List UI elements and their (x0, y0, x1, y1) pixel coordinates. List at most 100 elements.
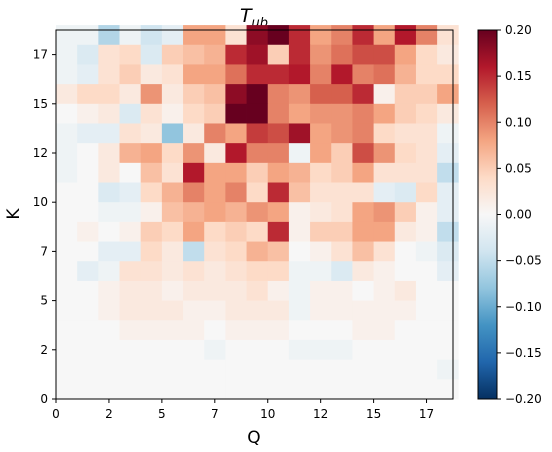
heatmap-cell (352, 261, 374, 282)
heatmap-cell (225, 339, 247, 361)
heatmap-cell (288, 241, 311, 262)
heatmap-cell (161, 359, 184, 380)
heatmap-cell (77, 64, 99, 85)
heatmap-cell (267, 300, 290, 321)
heatmap-cell (204, 221, 226, 242)
heatmap-cell (373, 339, 396, 361)
heatmap-cell (204, 261, 226, 282)
heatmap-cell (56, 280, 78, 301)
heatmap-cell (183, 202, 205, 223)
heatmap-cell (288, 25, 311, 46)
heatmap-cell (246, 221, 269, 242)
heatmap-cell (183, 162, 205, 183)
heatmap-cell (140, 182, 163, 203)
heatmap-cell (310, 261, 332, 282)
heatmap-cell (140, 44, 163, 65)
x-axis: 0 2 5 7 10 12 15 17 (52, 399, 434, 421)
x-tick-label: 17 (419, 407, 434, 421)
heatmap-cell (140, 84, 163, 105)
heatmap-cell (415, 300, 438, 321)
heatmap-cell (246, 339, 269, 361)
heatmap-cell (394, 25, 417, 46)
heatmap-cell (161, 280, 184, 301)
heatmap-cell (204, 300, 226, 321)
heatmap-cell (140, 261, 163, 282)
heatmap-cell (98, 84, 120, 105)
heatmap-cell (331, 44, 353, 65)
heatmap-cell (288, 44, 311, 65)
heatmap-cell (437, 202, 459, 223)
heatmap-cell (394, 64, 417, 85)
heatmap-cell (246, 261, 269, 282)
heatmap-cell (77, 123, 99, 144)
heatmap-cell (183, 182, 205, 203)
heatmap-cell (288, 359, 311, 380)
heatmap-cell (394, 202, 417, 223)
heatmap-cell (267, 202, 290, 223)
heatmap-cell (98, 162, 120, 183)
heatmap-cell (267, 379, 290, 400)
heatmap-cell (437, 84, 459, 105)
heatmap-cell (310, 300, 332, 321)
heatmap-cell (77, 379, 99, 400)
heatmap-cell (183, 379, 205, 400)
heatmap-cell (56, 241, 78, 262)
heatmap-cell (331, 103, 353, 124)
heatmap-cell (267, 103, 290, 124)
heatmap-cell (331, 123, 353, 144)
heatmap-cell (394, 182, 417, 203)
heatmap-cell (394, 241, 417, 262)
heatmap-cell (98, 103, 120, 124)
heatmap-cell (331, 64, 353, 85)
heatmap-cell (437, 25, 459, 46)
colorbar-axis: 0.20 0.15 0.10 0.05 0.00 −0.05 −0.10 −0.15 −0.20 (497, 23, 542, 406)
heatmap-cell (288, 221, 311, 242)
heatmap-cell (246, 379, 269, 400)
x-tick-label: 15 (366, 407, 381, 421)
heatmap-cell (56, 103, 78, 124)
heatmap-cell (373, 143, 396, 164)
heatmap-cell (98, 379, 120, 400)
colorbar-tick-label: −0.10 (505, 300, 542, 314)
heatmap-cell (415, 84, 438, 105)
heatmap-cell (246, 84, 269, 105)
heatmap-cell (56, 300, 78, 321)
heatmap-cell (246, 182, 269, 203)
x-tick-label: 7 (211, 407, 219, 421)
heatmap-cell (288, 339, 311, 361)
y-tick-label: 0 (40, 392, 48, 406)
heatmap-cell (288, 84, 311, 105)
heatmap-cell (288, 162, 311, 183)
heatmap-cell (204, 143, 226, 164)
colorbar-tick-label: −0.15 (505, 346, 542, 360)
heatmap-cell (331, 182, 353, 203)
heatmap-cell (98, 280, 120, 301)
heatmap-cell (415, 359, 438, 380)
heatmap-cell (246, 162, 269, 183)
heatmap-cell (161, 339, 184, 361)
heatmap-cell (437, 300, 459, 321)
heatmap-cell (119, 162, 142, 183)
heatmap-cell (415, 221, 438, 242)
heatmap-cell (204, 241, 226, 262)
heatmap-cell (288, 300, 311, 321)
heatmap-cell (183, 261, 205, 282)
heatmap-cell (225, 261, 247, 282)
heatmap-cell (161, 162, 184, 183)
heatmap-cell (225, 300, 247, 321)
heatmap-cell (331, 300, 353, 321)
heatmap-cell (331, 379, 353, 400)
heatmap-cell (77, 241, 99, 262)
heatmap-cell (331, 162, 353, 183)
heatmap-cell (394, 359, 417, 380)
heatmap-cell (394, 103, 417, 124)
heatmap-cell (183, 143, 205, 164)
heatmap-cell (373, 280, 396, 301)
heatmap-cell (98, 339, 120, 361)
heatmap-cell (288, 143, 311, 164)
heatmap-cell (246, 280, 269, 301)
heatmap-cell (183, 84, 205, 105)
heatmap-cell (161, 103, 184, 124)
heatmap-cell (373, 359, 396, 380)
